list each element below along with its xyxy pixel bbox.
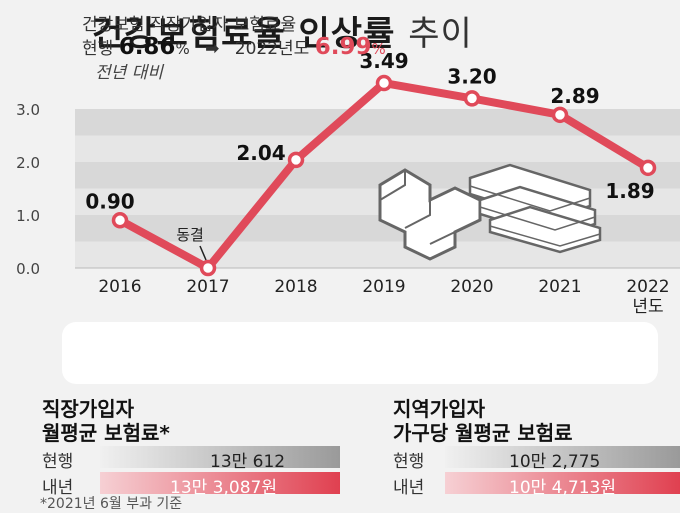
data-point <box>199 259 217 277</box>
chart-title: 건강보험료율 인상률 추이 <box>92 6 473 55</box>
y-tick-label: 1.0 <box>16 207 40 225</box>
info-next-percent: % <box>371 40 386 58</box>
data-label: 2.89 <box>550 84 599 108</box>
employee-next-value: 13만 3,087원 <box>170 478 277 498</box>
employee-title-line1: 직장가입자 <box>42 397 134 421</box>
data-point <box>287 151 305 169</box>
regional-title-line2: 가구당 월평균 보험료 <box>393 421 573 445</box>
info-next-value: 6.99 <box>314 34 372 60</box>
employee-next-label: 내년 <box>42 478 74 498</box>
regional-current-label: 현행 <box>393 452 425 472</box>
x-tick-label: 2019 <box>362 277 405 297</box>
employee-next-bar <box>100 472 340 494</box>
info-current-label: 현행 <box>82 39 114 59</box>
y-tick-label: 0.0 <box>16 260 40 278</box>
info-next-label: 2022년도 <box>234 39 310 59</box>
employee-current-value: 13만 612 <box>210 452 286 472</box>
freeze-annotation: 동결 <box>176 226 204 244</box>
employee-next-row: 내년 13만 3,087원 <box>42 472 342 498</box>
regional-current-value: 10만 2,775 <box>509 452 601 472</box>
line-chart: 0.01.02.03.0 0.902.043.493.202.891.89동결 … <box>16 49 680 317</box>
y-tick-label: 3.0 <box>16 101 40 119</box>
employee-title-line2: 월평균 보험료* <box>42 421 170 445</box>
regional-next-bar <box>445 472 680 494</box>
grid-band <box>75 162 680 189</box>
rate-info-box <box>62 322 658 384</box>
data-point <box>375 74 393 92</box>
regional-next-label: 내년 <box>393 478 425 498</box>
x-tick-suffix: 년도 <box>632 297 663 317</box>
y-tick-label: 2.0 <box>16 154 40 172</box>
arrow-right-icon: ➡ <box>205 39 220 59</box>
data-label: 3.20 <box>447 64 496 88</box>
employee-current-label: 현행 <box>42 452 74 472</box>
info-current-percent: % <box>175 40 190 58</box>
info-title: 건강보험 직장가입자 보험료율 <box>82 15 297 35</box>
info-current-value: 6.86 <box>118 34 176 60</box>
x-tick-label: 2021 <box>538 277 581 297</box>
x-tick-label: 2022 <box>626 277 669 297</box>
title-suffix: 추이 <box>408 14 473 54</box>
data-point <box>639 159 657 177</box>
employee-current-row: 현행 13만 612 <box>42 446 342 472</box>
insurance-illustration <box>378 163 602 261</box>
regional-next-row: 내년 10만 4,713원 <box>393 472 680 498</box>
data-label: 2.04 <box>236 141 285 165</box>
annotation-leader <box>199 245 207 261</box>
regional-section-title: 지역가입자 가구당 월평균 보험료 <box>393 397 573 445</box>
data-label: 0.90 <box>85 189 134 213</box>
regional-next-value: 10만 4,713원 <box>509 478 616 498</box>
chart-subtitle: 전년 대비 <box>95 63 163 83</box>
regional-current-row: 현행 10만 2,775 <box>393 446 680 472</box>
regional-current-bar <box>445 446 680 468</box>
data-point <box>551 106 569 124</box>
x-tick-label: 2018 <box>274 277 317 297</box>
data-point <box>111 212 129 229</box>
footnote: *2021년 6월 부과 기준 <box>40 496 183 512</box>
data-label: 3.49 <box>359 49 408 73</box>
title-main: 건강보험료율 인상률 <box>92 14 396 54</box>
grid-band <box>75 135 680 162</box>
x-tick-label: 2016 <box>98 277 141 297</box>
data-point <box>463 90 481 107</box>
data-label: 1.89 <box>605 179 654 203</box>
x-tick-label: 2017 <box>186 277 229 297</box>
info-rate-line: 현행 6.86% ➡ 2022년도 6.99% <box>82 34 386 60</box>
employee-current-bar <box>100 446 340 468</box>
employee-section-title: 직장가입자 월평균 보험료* <box>42 397 170 445</box>
x-tick-label: 2020 <box>450 277 493 297</box>
regional-title-line1: 지역가입자 <box>393 397 485 421</box>
